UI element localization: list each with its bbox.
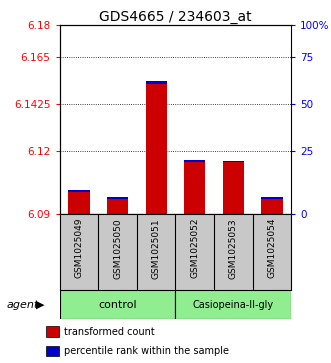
Bar [68,190,89,192]
Bar [46,326,59,337]
Text: GSM1025050: GSM1025050 [113,218,122,279]
Bar [107,200,128,214]
Bar [261,197,283,200]
FancyBboxPatch shape [60,290,175,319]
Text: GSM1025051: GSM1025051 [152,218,161,279]
Bar [223,162,244,214]
Text: agent: agent [7,300,39,310]
Bar [184,162,205,214]
Text: GSM1025052: GSM1025052 [190,218,199,278]
Bar [68,192,89,214]
FancyBboxPatch shape [175,290,291,319]
Text: GSM1025053: GSM1025053 [229,218,238,279]
Title: GDS4665 / 234603_at: GDS4665 / 234603_at [99,11,252,24]
Bar [146,81,167,84]
Text: GSM1025054: GSM1025054 [267,218,276,278]
Text: control: control [98,300,137,310]
Text: Casiopeina-II-gly: Casiopeina-II-gly [193,300,274,310]
Bar [261,200,283,214]
Text: ▶: ▶ [36,300,45,310]
Bar [107,197,128,200]
Bar [223,161,244,162]
Text: transformed count: transformed count [64,327,155,337]
Text: percentile rank within the sample: percentile rank within the sample [64,346,229,356]
Bar [46,346,59,356]
Bar [146,84,167,214]
Text: GSM1025049: GSM1025049 [74,218,83,278]
Bar [184,160,205,162]
